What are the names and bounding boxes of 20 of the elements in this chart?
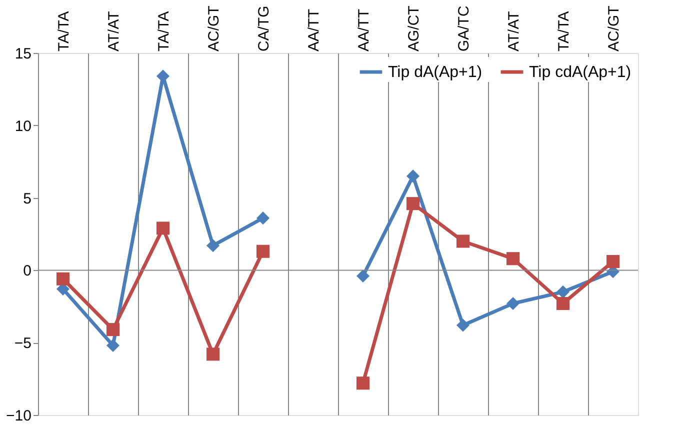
y-tick-label: 15 xyxy=(14,46,32,62)
y-tick-label: 10 xyxy=(14,118,32,135)
x-tick-label: AA/TT xyxy=(356,8,372,52)
y-tick-label: −10 xyxy=(6,408,32,424)
x-tick-label: TA/TA xyxy=(156,11,172,52)
legend-label: Tip cdA(Ap+1) xyxy=(529,64,632,81)
x-tick-label: AC/GT xyxy=(606,6,622,52)
x-tick-label: GA/TC xyxy=(456,6,472,52)
y-tick-label: −5 xyxy=(14,335,32,352)
y-tick-label: 5 xyxy=(23,190,32,208)
legend-label: Tip dA(Ap+1) xyxy=(388,64,482,81)
y-tick-label: 0 xyxy=(23,262,32,280)
x-tick-label: CA/TG xyxy=(256,6,272,52)
x-tick-label: AA/TT xyxy=(306,8,322,52)
x-tick-label: AG/CT xyxy=(406,6,422,52)
x-tick-label: TA/TA xyxy=(56,11,72,52)
x-tick-label: TA/TA xyxy=(556,11,572,52)
x-tick-label: AT/AT xyxy=(506,11,522,52)
x-tick-label: AC/GT xyxy=(206,6,222,52)
x-tick-label: AT/AT xyxy=(106,11,122,52)
